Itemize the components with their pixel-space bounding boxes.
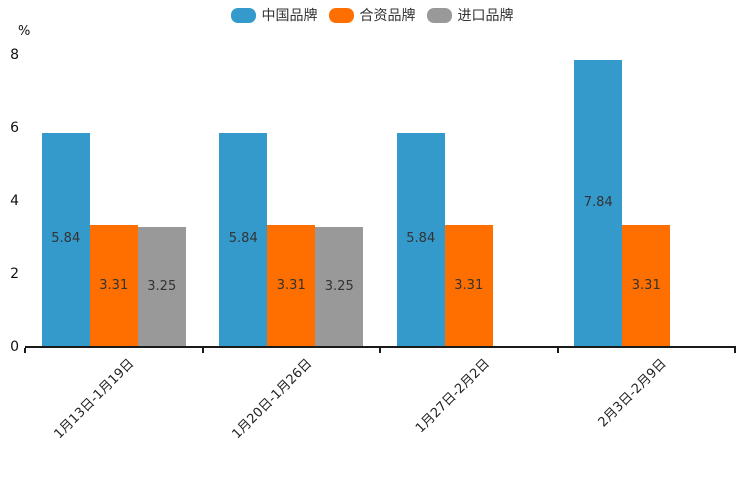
x-tick: [379, 348, 381, 353]
legend-label: 进口品牌: [457, 7, 514, 24]
legend-label: 合资品牌: [359, 7, 416, 24]
x-tick-label: 1月27日-2月2日: [412, 356, 493, 437]
x-tick-label: 1月13日-1月19日: [51, 356, 138, 443]
bar: [267, 225, 316, 346]
bar: [219, 132, 268, 346]
bar-value-label: 3.31: [99, 277, 129, 293]
x-axis-line: [25, 346, 736, 348]
legend: 中国品牌 合资品牌 进口品牌: [0, 8, 744, 23]
bar: [89, 225, 138, 346]
bar-value-label: 3.31: [454, 277, 484, 293]
bar: [444, 225, 493, 346]
y-tick-label: 0: [10, 339, 19, 355]
legend-item: 进口品牌: [426, 7, 514, 24]
bar-value-label: 3.25: [147, 278, 177, 294]
bar-value-label: 5.84: [51, 231, 81, 247]
x-tick: [734, 348, 736, 353]
y-tick-label: 8: [10, 47, 19, 63]
bar-value-label: 3.31: [631, 277, 661, 293]
legend-swatch-icon: [230, 8, 256, 23]
x-tick-label: 1月20日-1月26日: [229, 356, 316, 443]
legend-item: 中国品牌: [230, 7, 318, 24]
bar: [574, 59, 623, 346]
legend-swatch-icon: [426, 8, 452, 23]
y-tick-label: 6: [10, 120, 19, 136]
bar: [622, 225, 671, 346]
y-axis-unit-label: %: [18, 24, 31, 39]
bar: [41, 132, 90, 346]
bar-value-label: 7.84: [583, 194, 613, 210]
bar-value-label: 3.25: [324, 278, 354, 294]
legend-label: 中国品牌: [261, 7, 318, 24]
x-tick: [201, 348, 204, 353]
bar: [396, 132, 445, 346]
y-tick-label: 2: [10, 266, 19, 282]
legend-item: 合资品牌: [328, 7, 416, 24]
bar: [137, 227, 186, 346]
bar-value-label: 5.84: [406, 231, 436, 247]
x-tick: [24, 348, 26, 353]
x-tick: [556, 348, 559, 353]
bar: [315, 227, 364, 346]
y-tick-label: 4: [10, 193, 19, 209]
bar-value-label: 3.31: [276, 277, 306, 293]
legend-swatch-icon: [328, 8, 354, 23]
x-tick-label: 2月3日-2月9日: [596, 356, 671, 431]
bar-value-label: 5.84: [228, 231, 258, 247]
